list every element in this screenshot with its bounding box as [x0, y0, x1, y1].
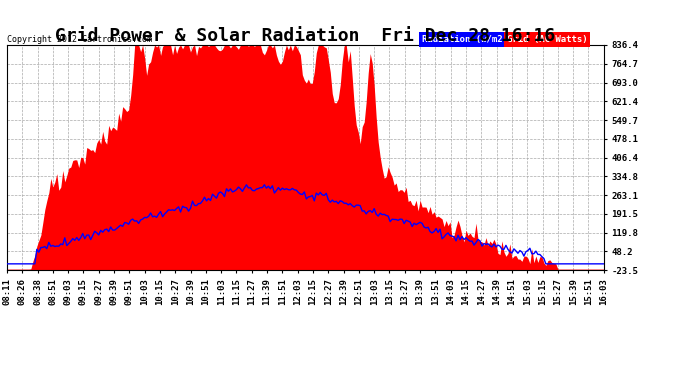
Title: Grid Power & Solar Radiation  Fri Dec 28 16:16: Grid Power & Solar Radiation Fri Dec 28 … — [55, 27, 555, 45]
Text: Grid (AC Watts): Grid (AC Watts) — [507, 35, 588, 44]
Text: Copyright 2012 Cartronics.com: Copyright 2012 Cartronics.com — [7, 35, 152, 44]
Text: Radiation (w/m2): Radiation (w/m2) — [422, 35, 508, 44]
